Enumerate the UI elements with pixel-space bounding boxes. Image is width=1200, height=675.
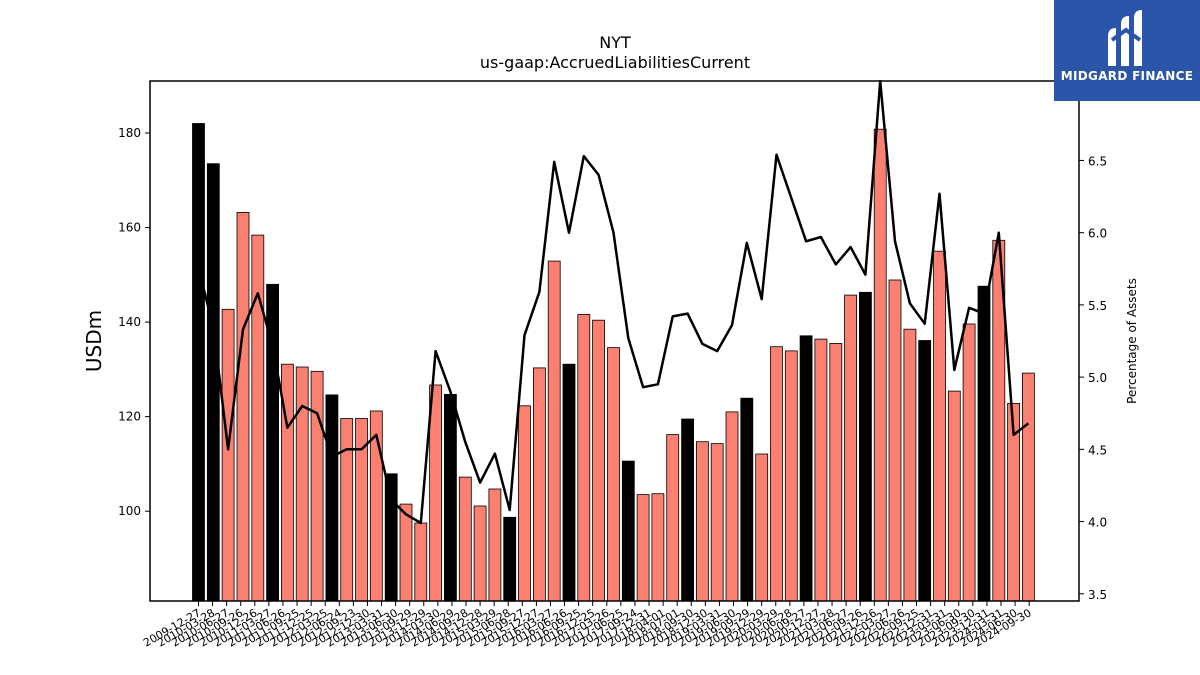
bar-quarterly xyxy=(1022,372,1035,602)
bar-annual xyxy=(977,285,991,602)
y-tick-label-left: 180 xyxy=(118,126,141,140)
bar-quarterly xyxy=(814,338,828,602)
bar-annual xyxy=(562,363,576,602)
y-tick-label-right: 6.5 xyxy=(1088,154,1107,168)
y-tick-label-right: 6.0 xyxy=(1088,227,1107,241)
bar-quarterly xyxy=(844,294,857,602)
bar-quarterly xyxy=(340,418,354,602)
bar-annual xyxy=(681,418,694,602)
plot-frame xyxy=(149,80,1080,602)
bar-quarterly xyxy=(592,319,605,602)
bar-annual xyxy=(918,340,932,602)
chart-title: NYT xyxy=(599,33,631,52)
y-tick-label-left: 140 xyxy=(118,315,141,329)
bar-quarterly xyxy=(458,476,472,602)
bar-quarterly xyxy=(429,384,443,602)
bar-quarterly xyxy=(518,405,531,602)
bar-quarterly xyxy=(903,328,917,602)
bar-quarterly xyxy=(755,453,769,602)
bar-annual xyxy=(799,335,813,602)
y-tick-label-left: 100 xyxy=(118,504,141,518)
bar-quarterly xyxy=(221,308,235,602)
bar-quarterly xyxy=(933,250,946,602)
bar-series xyxy=(192,123,1035,602)
bar-quarterly xyxy=(651,493,665,602)
bar-quarterly xyxy=(607,347,620,602)
bar-quarterly xyxy=(888,279,902,602)
axes: 1001201401601803.54.04.55.05.56.06.52009… xyxy=(118,80,1107,650)
midgard-logo-icon xyxy=(1108,10,1142,66)
bar-quarterly xyxy=(547,260,561,602)
bar-quarterly xyxy=(947,390,961,602)
bar-annual xyxy=(206,163,220,602)
bar-quarterly xyxy=(725,411,739,602)
y-tick-label-right: 5.5 xyxy=(1088,299,1107,313)
bar-quarterly xyxy=(414,522,428,602)
bar-quarterly xyxy=(829,342,843,602)
brand-logo: MIDGARD FINANCE xyxy=(1054,0,1200,101)
y-tick-label-left: 120 xyxy=(118,410,141,424)
bar-annual xyxy=(740,397,754,602)
bar-annual xyxy=(325,394,339,602)
bar-quarterly xyxy=(696,441,709,602)
bar-quarterly xyxy=(666,434,680,602)
bar-quarterly xyxy=(310,370,324,602)
bar-annual xyxy=(192,123,205,602)
bar-annual xyxy=(859,291,872,602)
y-axis-label-right: Percentage of Assets xyxy=(1125,278,1139,404)
bar-annual xyxy=(621,460,635,602)
bar-quarterly xyxy=(533,367,546,602)
bar-quarterly xyxy=(488,488,502,602)
bar-quarterly xyxy=(295,366,309,602)
bar-quarterly xyxy=(636,494,650,602)
percentage-line-series xyxy=(197,80,1030,525)
bar-quarterly xyxy=(399,503,413,602)
y-axis-label-left: USDm xyxy=(82,310,106,372)
chart-subtitle: us-gaap:AccruedLiabilitiesCurrent xyxy=(480,53,750,72)
bar-quarterly xyxy=(236,211,250,602)
bar-quarterly xyxy=(873,128,887,602)
bar-quarterly xyxy=(784,350,798,602)
bar-quarterly xyxy=(577,314,591,602)
y-tick-label-right: 5.0 xyxy=(1088,371,1107,385)
bar-annual xyxy=(443,393,457,602)
bar-quarterly xyxy=(473,505,487,602)
bar-quarterly xyxy=(251,234,265,602)
y-tick-label-right: 4.5 xyxy=(1088,443,1107,457)
bar-annual xyxy=(384,473,398,602)
y-tick-label-left: 160 xyxy=(118,221,141,235)
bar-annual xyxy=(503,516,517,602)
bar-quarterly xyxy=(962,323,976,602)
bar-quarterly xyxy=(770,346,783,602)
y-tick-label-right: 3.5 xyxy=(1088,588,1107,602)
bar-quarterly xyxy=(710,443,724,602)
brand-name: MIDGARD FINANCE xyxy=(1060,69,1194,83)
y-tick-label-right: 4.0 xyxy=(1088,516,1107,530)
percentage-line xyxy=(197,80,1030,525)
